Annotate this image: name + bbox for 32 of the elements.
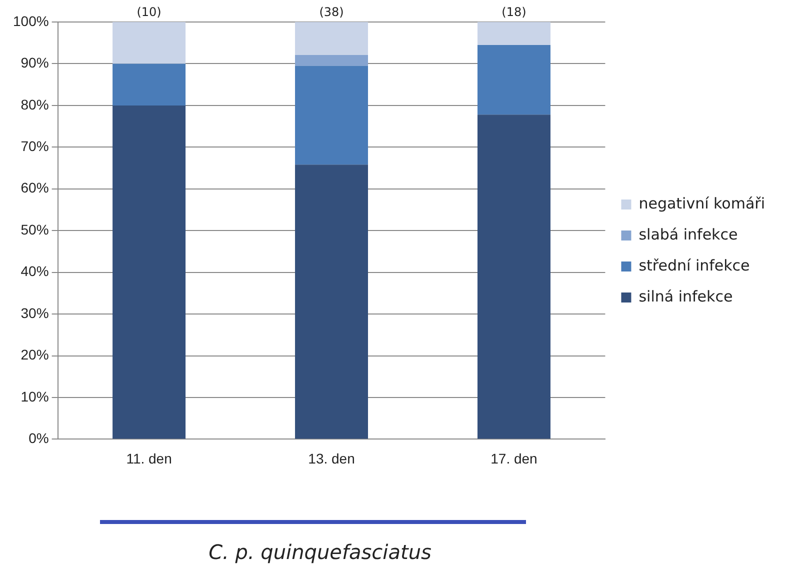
bar	[112, 105, 186, 439]
bar	[295, 164, 368, 439]
bar	[477, 114, 550, 439]
bar	[295, 66, 368, 165]
legend-label: negativní komáři	[638, 194, 766, 212]
annotation: (10)	[136, 5, 162, 20]
legend-label: střední infekce	[638, 256, 750, 274]
bar	[295, 54, 368, 66]
bar	[112, 64, 186, 106]
y-tick-label: 20%	[20, 346, 49, 363]
annotation: (18)	[502, 5, 526, 20]
x-tick-label: 11. den	[126, 450, 172, 466]
annotation: (38)	[319, 5, 344, 20]
y-tick-label: 80%	[20, 96, 49, 112]
y-tick-label: 0%	[28, 430, 49, 446]
legend-label: slabá infekce	[638, 225, 738, 244]
x-tick-label: 13. den	[308, 450, 355, 466]
y-tick-label: 70%	[20, 138, 49, 154]
text: C. p. quinquefasciatus	[208, 540, 432, 564]
legend-label: silná infekce	[638, 287, 733, 306]
bar	[112, 22, 186, 64]
y-tick-label: 10%	[20, 388, 49, 404]
y-tick-label: 100%	[12, 12, 49, 29]
y-tick-label: 50%	[20, 221, 49, 238]
bar	[477, 22, 550, 45]
bar	[295, 22, 368, 55]
y-tick-label: 30%	[20, 304, 49, 321]
x-tick-label: 17. den	[490, 450, 538, 466]
y-tick-label: 90%	[20, 54, 49, 71]
y-tick-label: 40%	[20, 263, 49, 280]
y-tick-label: 60%	[20, 180, 49, 196]
bar	[477, 44, 550, 115]
